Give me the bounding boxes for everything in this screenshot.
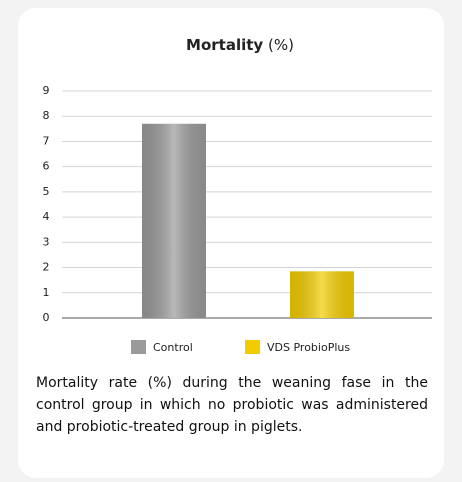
chart: Mortality (%) 0 1 2 3 4 5 6 7 8 9 Control VDS Probi…: [43, 36, 432, 354]
y-tick-label: 0: [43, 311, 50, 324]
y-tick-label: 5: [43, 185, 50, 198]
y-tick-label: 1: [43, 286, 50, 299]
legend-swatch: [245, 340, 260, 354]
y-tick-label: 9: [43, 84, 50, 97]
title-main: Mortality: [186, 36, 263, 54]
title-unit: (%): [268, 36, 294, 54]
y-tick-label: 4: [43, 210, 50, 223]
legend-swatch: [131, 340, 146, 354]
legend-label: VDS ProbioPlus: [267, 341, 350, 354]
y-tick-label: 7: [43, 134, 50, 147]
card: [18, 8, 444, 478]
caption: Mortality rate (%) during the weaning fa…: [36, 375, 428, 435]
legend-label: Control: [153, 341, 193, 354]
bar-shine: [290, 271, 354, 318]
y-tick-label: 6: [43, 160, 50, 173]
y-tick-label: 8: [43, 109, 50, 122]
y-tick-label: 2: [43, 261, 50, 274]
y-tick-label: 3: [43, 235, 50, 248]
bar-shine: [142, 123, 206, 319]
chart-title: Mortality (%): [186, 36, 294, 54]
